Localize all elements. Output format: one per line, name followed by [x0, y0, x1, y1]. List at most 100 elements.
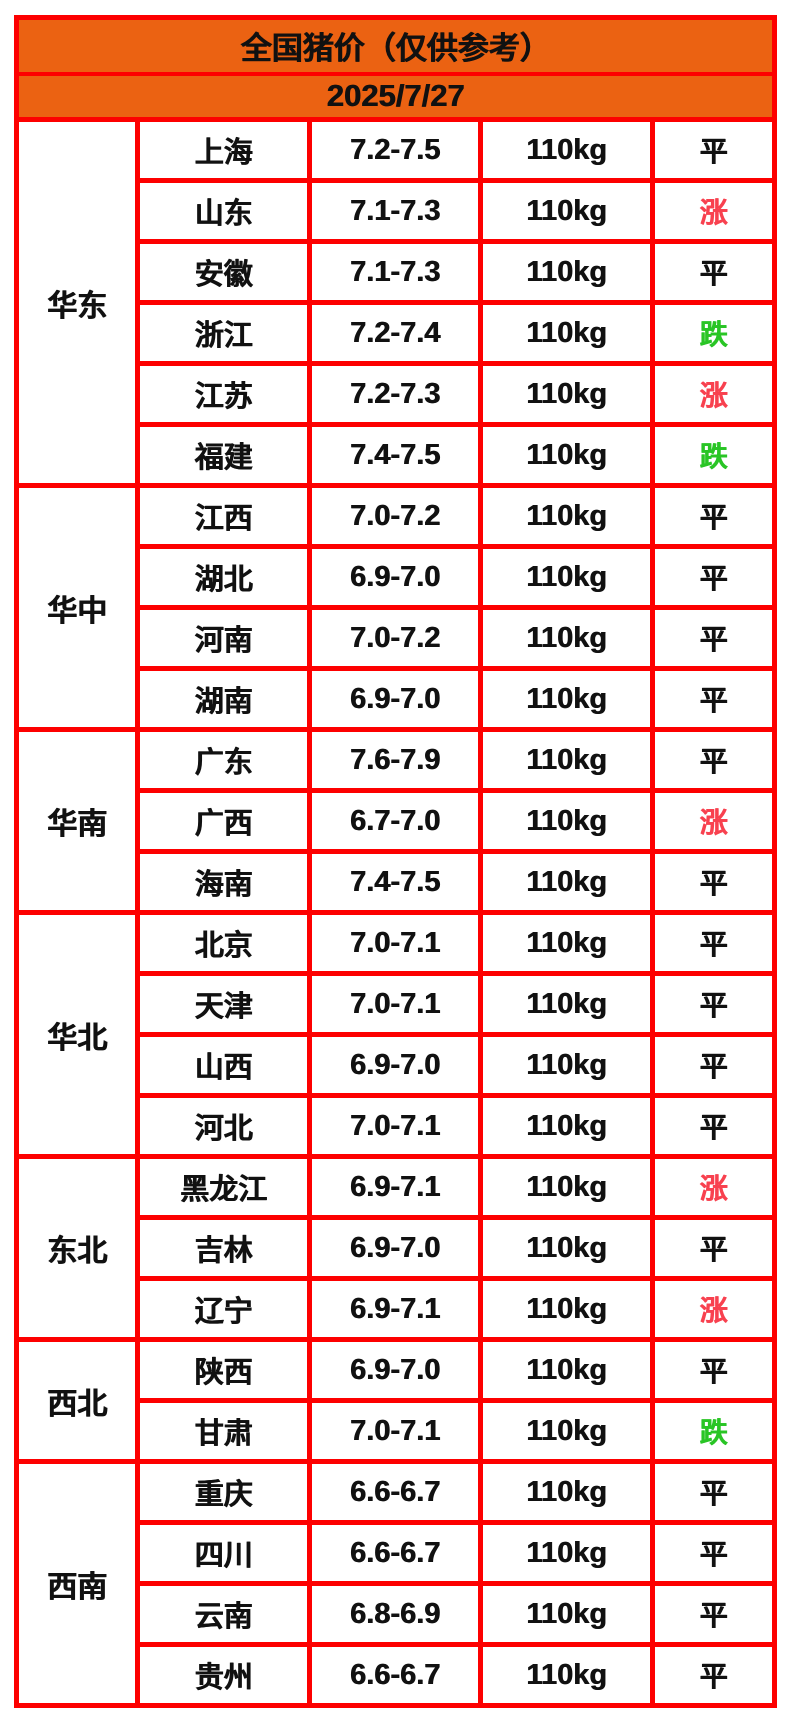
province-cell: 天津 — [135, 971, 312, 1037]
status-cell: 平 — [650, 1520, 777, 1586]
table-date-row: 2025/7/27 — [14, 71, 777, 122]
price-cell: 7.2-7.5 — [307, 117, 483, 183]
weight-cell: 110kg — [478, 1276, 655, 1342]
province-cell: 甘肃 — [135, 1398, 312, 1464]
status-cell: 涨 — [650, 1276, 777, 1342]
price-cell: 6.6-6.7 — [307, 1520, 483, 1586]
status-cell: 平 — [650, 666, 777, 732]
province-cell: 云南 — [135, 1581, 312, 1647]
weight-cell: 110kg — [478, 239, 655, 305]
table-row: 天津 7.0-7.1 110kg 平 — [17, 971, 777, 1037]
price-cell: 7.0-7.2 — [307, 605, 483, 671]
weight-cell: 110kg — [478, 849, 655, 915]
table-row: 四川 6.6-6.7 110kg 平 — [17, 1520, 777, 1586]
price-cell: 7.0-7.2 — [307, 483, 483, 549]
province-cell: 广西 — [135, 788, 312, 854]
page-title: 全国猪价（仅供参考） — [14, 15, 777, 76]
price-cell: 7.0-7.1 — [307, 1398, 483, 1464]
table-row: 广西 6.7-7.0 110kg 涨 — [17, 788, 777, 854]
region-cell: 华中 — [14, 483, 140, 732]
table-row: 湖北 6.9-7.0 110kg 平 — [17, 544, 777, 610]
province-cell: 上海 — [135, 117, 312, 183]
weight-cell: 110kg — [478, 300, 655, 366]
table-row: 河北 7.0-7.1 110kg 平 — [17, 1093, 777, 1159]
status-cell: 平 — [650, 1642, 777, 1708]
province-cell: 江西 — [135, 483, 312, 549]
price-cell: 7.0-7.1 — [307, 971, 483, 1037]
province-cell: 黑龙江 — [135, 1154, 312, 1220]
table-row: 华北 北京 7.0-7.1 110kg 平 — [14, 910, 777, 1159]
status-cell: 平 — [650, 849, 777, 915]
status-cell: 平 — [650, 544, 777, 610]
province-cell: 山西 — [135, 1032, 312, 1098]
price-cell: 6.9-7.0 — [307, 1337, 483, 1403]
price-cell: 7.0-7.1 — [307, 910, 483, 976]
status-cell: 涨 — [650, 361, 777, 427]
price-cell: 6.9-7.0 — [307, 544, 483, 610]
table-row: 西北 陕西 6.9-7.0 110kg 平 — [14, 1337, 777, 1464]
weight-cell: 110kg — [478, 1154, 655, 1220]
weight-cell: 110kg — [478, 1093, 655, 1159]
weight-cell: 110kg — [478, 788, 655, 854]
status-cell: 涨 — [650, 178, 777, 244]
table-row: 河南 7.0-7.2 110kg 平 — [17, 605, 777, 671]
region-cell: 华北 — [14, 910, 140, 1159]
province-cell: 浙江 — [135, 300, 312, 366]
price-cell: 6.6-6.7 — [307, 1459, 483, 1525]
province-cell: 河南 — [135, 605, 312, 671]
status-cell: 跌 — [650, 1398, 777, 1464]
weight-cell: 110kg — [478, 971, 655, 1037]
table-row: 东北 黑龙江 6.9-7.1 110kg 涨 — [14, 1154, 777, 1342]
status-cell: 平 — [650, 1337, 777, 1403]
status-cell: 平 — [650, 727, 777, 793]
weight-cell: 110kg — [478, 910, 655, 976]
province-cell: 福建 — [135, 422, 312, 488]
province-cell: 山东 — [135, 178, 312, 244]
weight-cell: 110kg — [478, 117, 655, 183]
province-cell: 江苏 — [135, 361, 312, 427]
table-row: 福建 7.4-7.5 110kg 跌 — [17, 422, 777, 488]
price-cell: 6.9-7.1 — [307, 1276, 483, 1342]
province-cell: 广东 — [135, 727, 312, 793]
table-row: 西南 重庆 6.6-6.7 110kg 平 — [14, 1459, 777, 1708]
table-row: 华中 江西 7.0-7.2 110kg 平 — [14, 483, 777, 732]
price-cell: 6.9-7.1 — [307, 1154, 483, 1220]
weight-cell: 110kg — [478, 605, 655, 671]
table-row: 浙江 7.2-7.4 110kg 跌 — [17, 300, 777, 366]
table-row: 辽宁 6.9-7.1 110kg 涨 — [17, 1276, 777, 1342]
table-row: 甘肃 7.0-7.1 110kg 跌 — [17, 1398, 777, 1464]
table-row: 山西 6.9-7.0 110kg 平 — [17, 1032, 777, 1098]
table-row: 山东 7.1-7.3 110kg 涨 — [17, 178, 777, 244]
table-row: 湖南 6.9-7.0 110kg 平 — [17, 666, 777, 732]
weight-cell: 110kg — [478, 1032, 655, 1098]
table-row: 华南 广东 7.6-7.9 110kg 平 — [14, 727, 777, 915]
region-cell: 西北 — [14, 1337, 140, 1464]
price-cell: 7.0-7.1 — [307, 1093, 483, 1159]
province-cell: 辽宁 — [135, 1276, 312, 1342]
province-cell: 四川 — [135, 1520, 312, 1586]
region-cell: 东北 — [14, 1154, 140, 1342]
status-cell: 平 — [650, 971, 777, 1037]
price-cell: 6.8-6.9 — [307, 1581, 483, 1647]
weight-cell: 110kg — [478, 1215, 655, 1281]
price-cell: 7.2-7.3 — [307, 361, 483, 427]
region-cell: 华南 — [14, 727, 140, 915]
province-cell: 湖南 — [135, 666, 312, 732]
table-row: 贵州 6.6-6.7 110kg 平 — [17, 1642, 777, 1708]
weight-cell: 110kg — [478, 178, 655, 244]
price-cell: 6.6-6.7 — [307, 1642, 483, 1708]
weight-cell: 110kg — [478, 1581, 655, 1647]
province-cell: 北京 — [135, 910, 312, 976]
price-cell: 6.9-7.0 — [307, 1215, 483, 1281]
table-row: 华东 上海 7.2-7.5 110kg 平 — [14, 117, 777, 488]
price-cell: 6.9-7.0 — [307, 1032, 483, 1098]
province-cell: 湖北 — [135, 544, 312, 610]
province-cell: 河北 — [135, 1093, 312, 1159]
status-cell: 平 — [650, 1459, 777, 1525]
province-cell: 重庆 — [135, 1459, 312, 1525]
province-cell: 陕西 — [135, 1337, 312, 1403]
weight-cell: 110kg — [478, 1520, 655, 1586]
weight-cell: 110kg — [478, 422, 655, 488]
pig-price-table: 全国猪价（仅供参考） 2025/7/27 华东 上海 7.2-7.5 110kg 平山东… — [14, 15, 777, 1708]
